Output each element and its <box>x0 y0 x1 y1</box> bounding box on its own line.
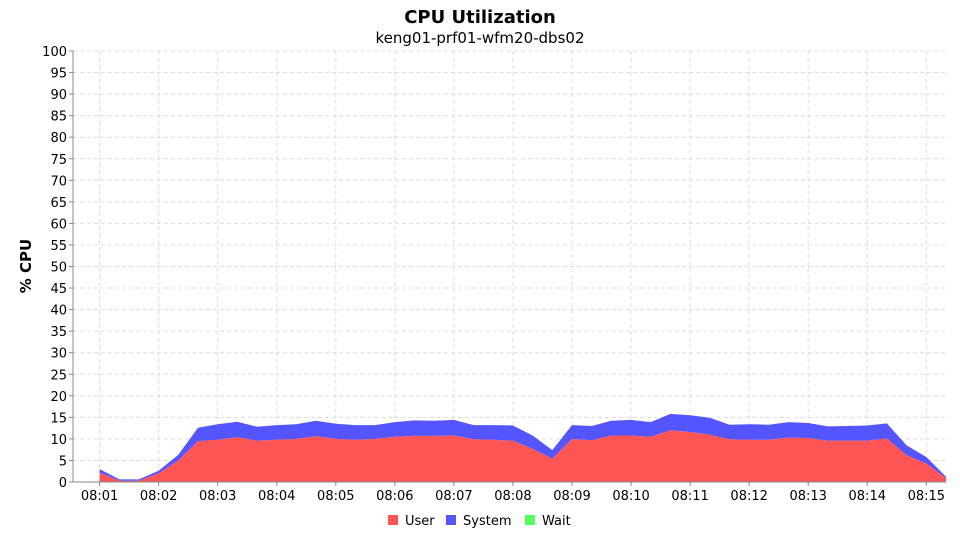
y-tick-label: 20 <box>50 390 67 405</box>
legend-swatch-system[interactable] <box>446 515 456 525</box>
grid-layer <box>73 50 946 482</box>
x-tick-label: 08:02 <box>140 489 177 504</box>
y-axis-label: % CPU <box>17 239 35 293</box>
y-tick-label: 25 <box>50 368 67 383</box>
x-tick-label: 08:06 <box>376 489 413 504</box>
x-tick-label: 08:14 <box>849 489 886 504</box>
x-tick-label: 08:05 <box>317 489 354 504</box>
series-area-user <box>99 430 947 482</box>
axis-layer: 0 5 10 15 20 25 30 35 40 45 50 55 60 65 70 75 80 85 90 95 10… <box>42 45 946 504</box>
x-tick-label: 08:07 <box>435 489 472 504</box>
legend-swatch-wait[interactable] <box>525 515 535 525</box>
y-tick-label: 90 <box>50 88 67 103</box>
legend-label-wait[interactable]: Wait <box>542 514 571 529</box>
legend-swatch-user[interactable] <box>388 515 398 525</box>
series-area-system <box>99 413 947 481</box>
y-tick-label: 5 <box>59 454 67 469</box>
x-tick-label: 08:08 <box>494 489 531 504</box>
y-tick-label: 95 <box>50 67 67 82</box>
y-tick-label: 60 <box>50 217 67 232</box>
x-tick-label: 08:09 <box>553 489 590 504</box>
x-tick-label: 08:04 <box>258 489 295 504</box>
x-tick-label: 08:13 <box>789 489 826 504</box>
x-tick-label: 08:03 <box>199 489 236 504</box>
y-tick-label: 55 <box>50 239 67 254</box>
y-tick-label: 85 <box>50 110 67 125</box>
area-layer <box>99 413 947 482</box>
x-tick-label: 08:01 <box>81 489 118 504</box>
y-tick-label: 35 <box>50 325 67 340</box>
x-tick-label: 08:11 <box>671 489 708 504</box>
legend-label-system[interactable]: System <box>463 514 511 529</box>
y-tick-label: 30 <box>50 347 67 362</box>
legend-label-user[interactable]: User <box>405 514 435 529</box>
y-tick-label: 75 <box>50 153 67 168</box>
y-tick-label: 40 <box>50 304 67 319</box>
y-tick-label: 0 <box>59 476 67 491</box>
y-tick-label: 10 <box>50 433 67 448</box>
y-tick-label: 15 <box>50 411 67 426</box>
y-tick-label: 45 <box>50 282 67 297</box>
x-tick-label: 08:10 <box>612 489 649 504</box>
chart-subtitle: keng01-prf01-wfm20-dbs02 <box>376 29 585 47</box>
x-tick-label: 08:12 <box>730 489 767 504</box>
y-tick-label: 100 <box>42 45 67 60</box>
y-tick-label: 80 <box>50 131 67 146</box>
y-tick-label: 65 <box>50 196 67 211</box>
legend[interactable]: User System Wait <box>388 514 571 529</box>
chart-title: CPU Utilization <box>404 7 556 28</box>
y-tick-label: 50 <box>50 261 67 276</box>
y-tick-label: 70 <box>50 174 67 189</box>
x-tick-label: 08:15 <box>908 489 945 504</box>
